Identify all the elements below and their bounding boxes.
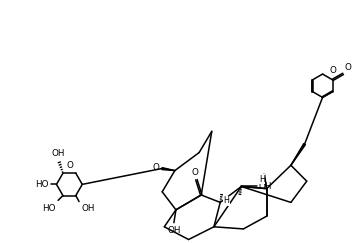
Text: O: O <box>191 168 198 177</box>
Text: OH: OH <box>81 204 94 213</box>
Text: OH: OH <box>259 182 272 191</box>
Polygon shape <box>162 168 175 171</box>
Polygon shape <box>262 174 267 189</box>
Text: HO: HO <box>43 204 56 213</box>
Text: H: H <box>259 175 264 184</box>
Polygon shape <box>291 144 305 165</box>
Text: HO: HO <box>35 180 48 189</box>
Text: OH: OH <box>167 226 181 234</box>
Text: H: H <box>223 196 229 205</box>
Text: OH: OH <box>51 149 65 158</box>
Text: O: O <box>345 63 351 72</box>
Text: O: O <box>329 66 336 75</box>
Text: O: O <box>66 161 73 170</box>
Text: O: O <box>153 163 159 172</box>
